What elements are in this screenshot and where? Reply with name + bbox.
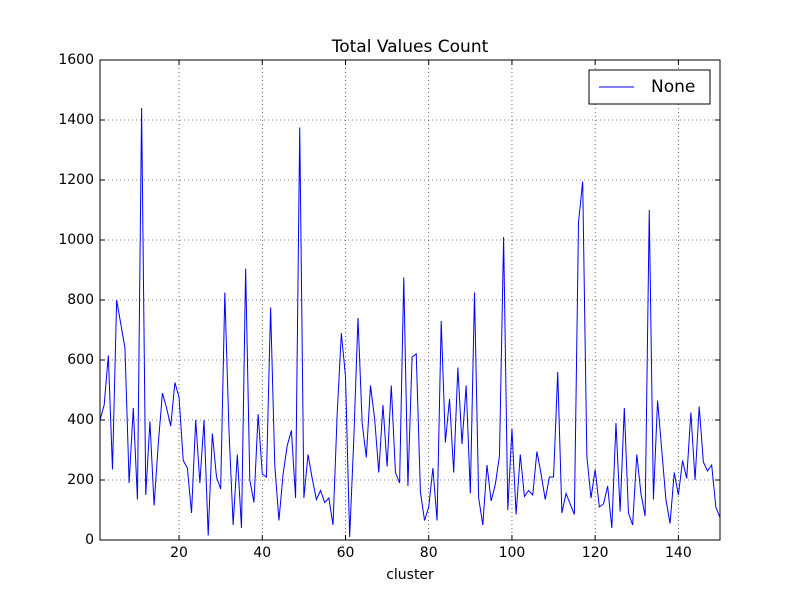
y-tick-label: 1000 [58,232,94,248]
y-tick-label: 1200 [58,172,94,188]
y-tick-label: 1400 [58,112,94,128]
x-tick-label: 20 [170,545,188,561]
x-axis-label: cluster [386,567,434,583]
x-tick-label: 140 [665,545,692,561]
x-tick-label: 40 [253,545,271,561]
legend-label: None [651,77,695,97]
chart-title: Total Values Count [331,37,489,57]
y-tick-label: 1600 [58,52,94,68]
y-tick-label: 200 [67,472,94,488]
y-tick-label: 600 [67,352,94,368]
y-tick-label: 0 [85,532,94,548]
data-line [99,107,721,538]
x-tick-label: 100 [499,545,526,561]
plot-frame [99,59,721,541]
x-tick-label: 60 [337,545,355,561]
y-tick-label: 800 [67,292,94,308]
x-tick-label: 80 [420,545,438,561]
y-tick-label: 400 [67,412,94,428]
x-tick-label: 120 [582,545,609,561]
